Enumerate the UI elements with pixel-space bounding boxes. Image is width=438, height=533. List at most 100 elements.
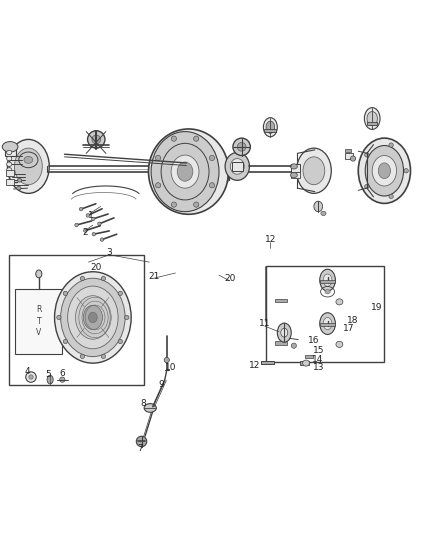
Ellipse shape [164, 358, 170, 362]
Ellipse shape [80, 354, 85, 359]
Ellipse shape [24, 156, 33, 163]
Bar [367, 122, 378, 125]
Text: 9: 9 [159, 381, 164, 390]
Ellipse shape [17, 187, 21, 190]
Ellipse shape [36, 270, 42, 278]
Ellipse shape [136, 436, 147, 447]
Text: R: R [36, 305, 42, 314]
Bar [320, 279, 336, 283]
Text: 2: 2 [83, 228, 88, 237]
Ellipse shape [88, 131, 105, 148]
Bar [291, 173, 300, 177]
Bar [320, 323, 336, 327]
Ellipse shape [83, 305, 102, 329]
Ellipse shape [14, 148, 42, 184]
Text: 6: 6 [60, 369, 65, 377]
Ellipse shape [364, 108, 380, 130]
Ellipse shape [237, 142, 246, 151]
Text: 1: 1 [88, 211, 93, 220]
Text: 12: 12 [249, 361, 260, 370]
Bar [291, 164, 300, 172]
Ellipse shape [378, 163, 391, 179]
Text: 8: 8 [140, 399, 146, 408]
Text: 18: 18 [347, 316, 359, 325]
Ellipse shape [194, 202, 199, 207]
Ellipse shape [291, 343, 297, 349]
Ellipse shape [57, 315, 61, 320]
Ellipse shape [75, 223, 78, 227]
Text: T: T [36, 317, 41, 326]
Ellipse shape [209, 155, 215, 160]
Ellipse shape [350, 156, 356, 161]
Ellipse shape [177, 162, 193, 181]
Ellipse shape [323, 274, 332, 286]
Ellipse shape [364, 184, 369, 189]
Ellipse shape [148, 129, 229, 214]
Ellipse shape [194, 136, 199, 141]
Ellipse shape [358, 138, 410, 204]
Ellipse shape [29, 375, 33, 379]
Ellipse shape [389, 143, 393, 147]
Ellipse shape [323, 318, 332, 330]
Ellipse shape [125, 315, 129, 320]
Text: 21: 21 [148, 272, 159, 280]
Ellipse shape [171, 155, 199, 188]
Text: 20: 20 [91, 263, 102, 272]
Ellipse shape [101, 354, 106, 359]
Bar [9, 255, 144, 385]
Ellipse shape [80, 276, 85, 281]
Ellipse shape [7, 162, 12, 166]
Ellipse shape [47, 375, 53, 384]
Ellipse shape [230, 158, 244, 174]
Ellipse shape [63, 291, 67, 296]
Text: 16: 16 [308, 336, 320, 345]
Text: 11: 11 [259, 319, 270, 328]
Ellipse shape [263, 118, 277, 137]
Text: 4: 4 [25, 367, 30, 376]
Ellipse shape [364, 153, 369, 157]
Ellipse shape [314, 201, 322, 212]
Text: 3: 3 [106, 248, 112, 257]
Ellipse shape [365, 146, 403, 196]
Ellipse shape [151, 132, 219, 212]
Text: 20: 20 [224, 274, 236, 283]
Ellipse shape [225, 152, 250, 180]
Text: V: V [36, 328, 42, 337]
Ellipse shape [19, 152, 38, 168]
Bar [275, 341, 287, 345]
Bar [305, 355, 313, 358]
Ellipse shape [92, 217, 95, 221]
Ellipse shape [118, 291, 123, 296]
Ellipse shape [281, 328, 288, 337]
Ellipse shape [303, 157, 325, 184]
Ellipse shape [389, 194, 393, 199]
Ellipse shape [290, 164, 297, 169]
Ellipse shape [321, 211, 326, 215]
Ellipse shape [84, 229, 87, 232]
Ellipse shape [303, 360, 310, 366]
Bar [261, 361, 274, 365]
Text: 5: 5 [46, 370, 51, 379]
Ellipse shape [336, 299, 343, 305]
Text: 7: 7 [137, 444, 143, 453]
Bar [15, 289, 62, 353]
Ellipse shape [325, 289, 330, 294]
Ellipse shape [290, 173, 297, 177]
Ellipse shape [161, 143, 209, 200]
Ellipse shape [320, 269, 336, 291]
Bar [266, 265, 385, 362]
Text: 14: 14 [312, 355, 323, 364]
Ellipse shape [63, 340, 67, 344]
Ellipse shape [18, 179, 22, 182]
Ellipse shape [155, 155, 161, 160]
Ellipse shape [118, 340, 123, 344]
Ellipse shape [171, 136, 177, 141]
Bar [6, 180, 14, 184]
Bar [6, 170, 14, 176]
Bar [345, 149, 351, 152]
Ellipse shape [55, 272, 131, 363]
Ellipse shape [7, 156, 12, 161]
Ellipse shape [88, 312, 97, 322]
Text: 12: 12 [265, 235, 276, 244]
Ellipse shape [277, 323, 291, 342]
